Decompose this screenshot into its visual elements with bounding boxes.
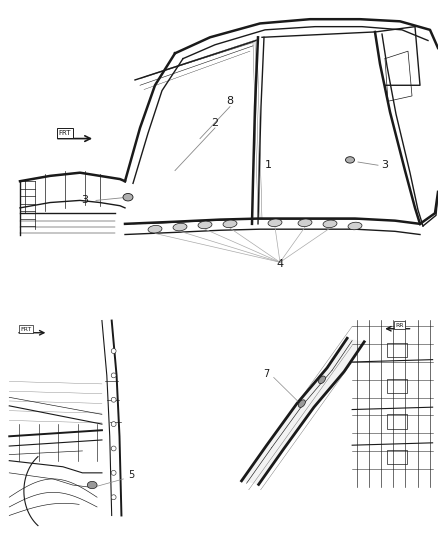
Ellipse shape	[123, 193, 133, 201]
FancyBboxPatch shape	[387, 414, 407, 429]
Text: FRT: FRT	[20, 327, 32, 332]
Ellipse shape	[318, 376, 325, 384]
Text: 5: 5	[128, 470, 134, 480]
Ellipse shape	[111, 446, 116, 451]
Text: 1: 1	[265, 160, 272, 170]
Ellipse shape	[268, 219, 282, 227]
Ellipse shape	[298, 400, 305, 407]
Ellipse shape	[111, 495, 116, 499]
Text: RR: RR	[395, 322, 404, 328]
FancyBboxPatch shape	[387, 450, 407, 464]
Polygon shape	[241, 338, 364, 484]
Ellipse shape	[173, 223, 187, 231]
Ellipse shape	[298, 219, 312, 227]
Ellipse shape	[111, 349, 116, 353]
Ellipse shape	[111, 373, 116, 378]
Text: FRT: FRT	[59, 130, 71, 136]
Ellipse shape	[323, 220, 337, 228]
Ellipse shape	[87, 481, 97, 489]
Ellipse shape	[346, 157, 354, 163]
Text: 3: 3	[81, 196, 88, 205]
Text: 3: 3	[381, 160, 389, 170]
FancyBboxPatch shape	[387, 378, 407, 393]
Ellipse shape	[223, 220, 237, 228]
Ellipse shape	[198, 221, 212, 229]
Ellipse shape	[148, 225, 162, 233]
FancyBboxPatch shape	[387, 343, 407, 357]
Text: 7: 7	[264, 369, 270, 379]
Ellipse shape	[348, 222, 362, 230]
Ellipse shape	[111, 422, 116, 426]
Ellipse shape	[111, 397, 116, 402]
Text: 8: 8	[226, 96, 233, 106]
Text: 2: 2	[212, 118, 219, 127]
Text: 4: 4	[276, 260, 283, 269]
Ellipse shape	[111, 471, 116, 475]
